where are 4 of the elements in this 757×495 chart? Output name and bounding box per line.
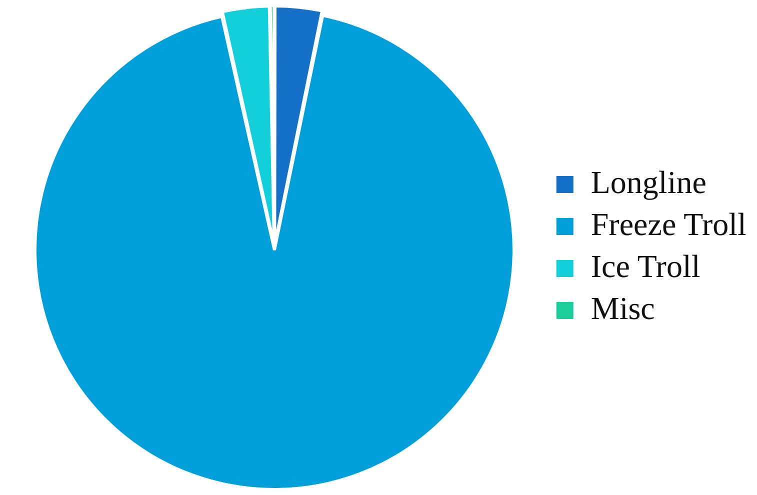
- legend-label: Freeze Troll: [590, 206, 747, 242]
- legend-label: Longline: [590, 164, 706, 200]
- legend-label: Ice Troll: [590, 248, 700, 284]
- legend-label: Misc: [590, 290, 655, 326]
